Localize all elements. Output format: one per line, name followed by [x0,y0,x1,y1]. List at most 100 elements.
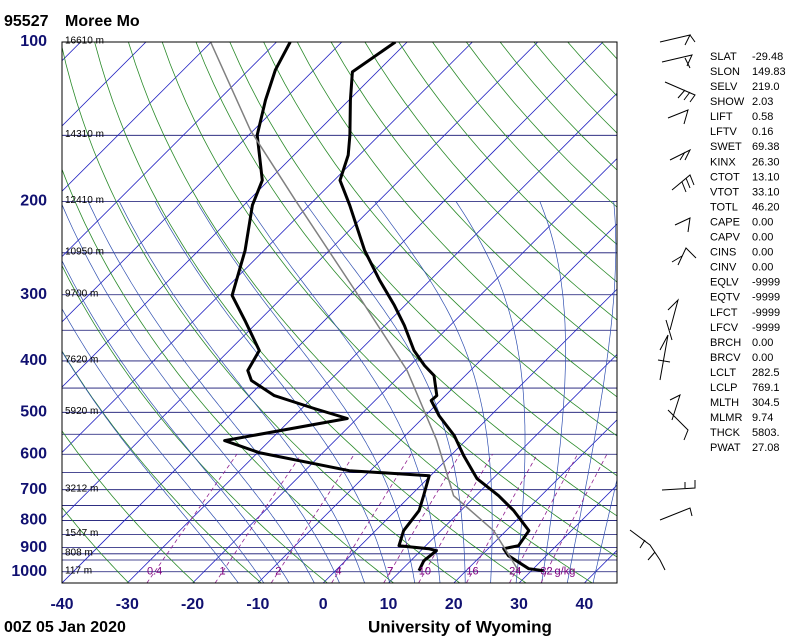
moist-adiabat [592,478,617,583]
mixing-ratio-line [331,453,412,583]
y-tick-label: 200 [20,193,47,210]
chart-title: Moree Mo [65,13,140,30]
dry-adiabat [161,42,617,558]
mixing-ratio-line [270,453,355,583]
isotherm [322,288,617,583]
mixing-ratio-label: 2 [275,566,281,578]
wind-barb [671,247,697,266]
x-tick-label: 10 [380,596,398,613]
index-value: -9999 [752,307,780,319]
x-tick-label: -30 [116,596,139,613]
index-value: 2.03 [752,96,773,108]
index-name: CAPV [710,232,741,244]
index-name: MLMR [710,412,742,424]
x-tick-label: 20 [445,596,463,613]
mixing-ratio-label: 0.4 [147,566,162,578]
y-tick-label: 300 [20,286,47,303]
moist-adiabat [539,201,566,583]
dry-adiabat [94,42,527,583]
mixing-ratio-label: 16 [466,566,478,578]
index-name: LCLT [710,367,736,379]
wind-barb [659,34,696,46]
isotherm [62,42,408,388]
y-tick-label: 500 [20,404,47,421]
mixing-ratio-label: 32 [540,566,552,578]
wind-barb [664,81,696,103]
y-tick-label: 800 [20,512,47,529]
dewpoint-line [223,42,438,572]
mixing-ratio-line [540,454,608,583]
dry-adiabat [62,350,262,583]
index-value: 282.5 [752,367,780,379]
y-tick-label: 100 [20,33,47,50]
index-value: 69.38 [752,141,780,153]
wind-barb [661,480,696,491]
wind-barb [629,529,666,571]
indices-table: SLAT -29.48 SLON 149.83 SELV 219.0 SHOW 2.03 LIF… [710,51,786,454]
isotherm [62,42,212,192]
height-label: 16610 m [65,36,104,47]
height-label: 5920 m [65,406,98,417]
mixing-ratio-label: 10 [419,566,431,578]
isotherm [62,42,604,583]
index-value: 304.5 [752,397,780,409]
index-name: CTOT [710,171,740,183]
index-value: 0.00 [752,337,773,349]
moist-adiabat [455,201,526,583]
index-name: LFCT [710,307,738,319]
parcel-path [209,42,520,573]
index-value: -9999 [752,292,780,304]
index-name: SELV [710,81,738,93]
height-label: 10950 m [65,246,104,257]
index-value: 219.0 [752,81,780,93]
height-label: 117 m [65,565,92,576]
index-value: 769.1 [752,382,780,394]
index-value: 46.20 [752,201,780,213]
x-tick-label: -20 [181,596,204,613]
dry-adiabat [195,42,617,517]
index-value: -9999 [752,322,780,334]
index-value: 13.10 [752,171,780,183]
index-name: EQLV [710,277,739,289]
index-value: 5803. [752,427,780,439]
height-label: 9700 m [65,288,98,299]
dry-adiabat [263,42,617,437]
index-value: 0.16 [752,126,773,138]
plot-frame [61,41,618,584]
isotherm [453,419,617,583]
index-name: CINV [710,262,737,274]
moist-adiabat [62,260,290,583]
wind-barb [669,148,692,161]
index-value: -29.48 [752,51,783,63]
moist-adiabat [196,201,416,583]
index-name: THCK [710,427,741,439]
index-name: PWAT [710,442,741,454]
index-value: 26.30 [752,156,780,168]
index-name: LFCV [710,322,739,334]
index-name: CAPE [710,216,740,228]
moist-adiabat [62,351,239,583]
index-name: SLON [710,66,740,78]
isotherm [62,42,473,453]
moist-adiabat [304,201,466,583]
isotherm [62,42,538,519]
dry-adiabat [296,42,617,398]
mixing-ratio-label: 7 [387,566,393,578]
index-value: 0.58 [752,111,773,123]
index-name: TOTL [710,201,738,213]
index-name: CINS [710,247,736,259]
time-label: 00Z 05 Jan 2020 [4,619,126,636]
height-label: 808 m [65,547,93,558]
station-id: 95527 [4,13,49,30]
mixing-ratio-line [509,454,578,583]
index-name: KINX [710,156,736,168]
index-name: SLAT [710,51,737,63]
index-name: MLTH [710,397,739,409]
index-name: SWET [710,141,742,153]
height-label: 7620 m [65,355,98,366]
index-name: LIFT [710,111,733,123]
wind-barb [659,507,693,521]
mixing-ratio-line [418,453,493,583]
x-tick-label: 40 [575,596,593,613]
